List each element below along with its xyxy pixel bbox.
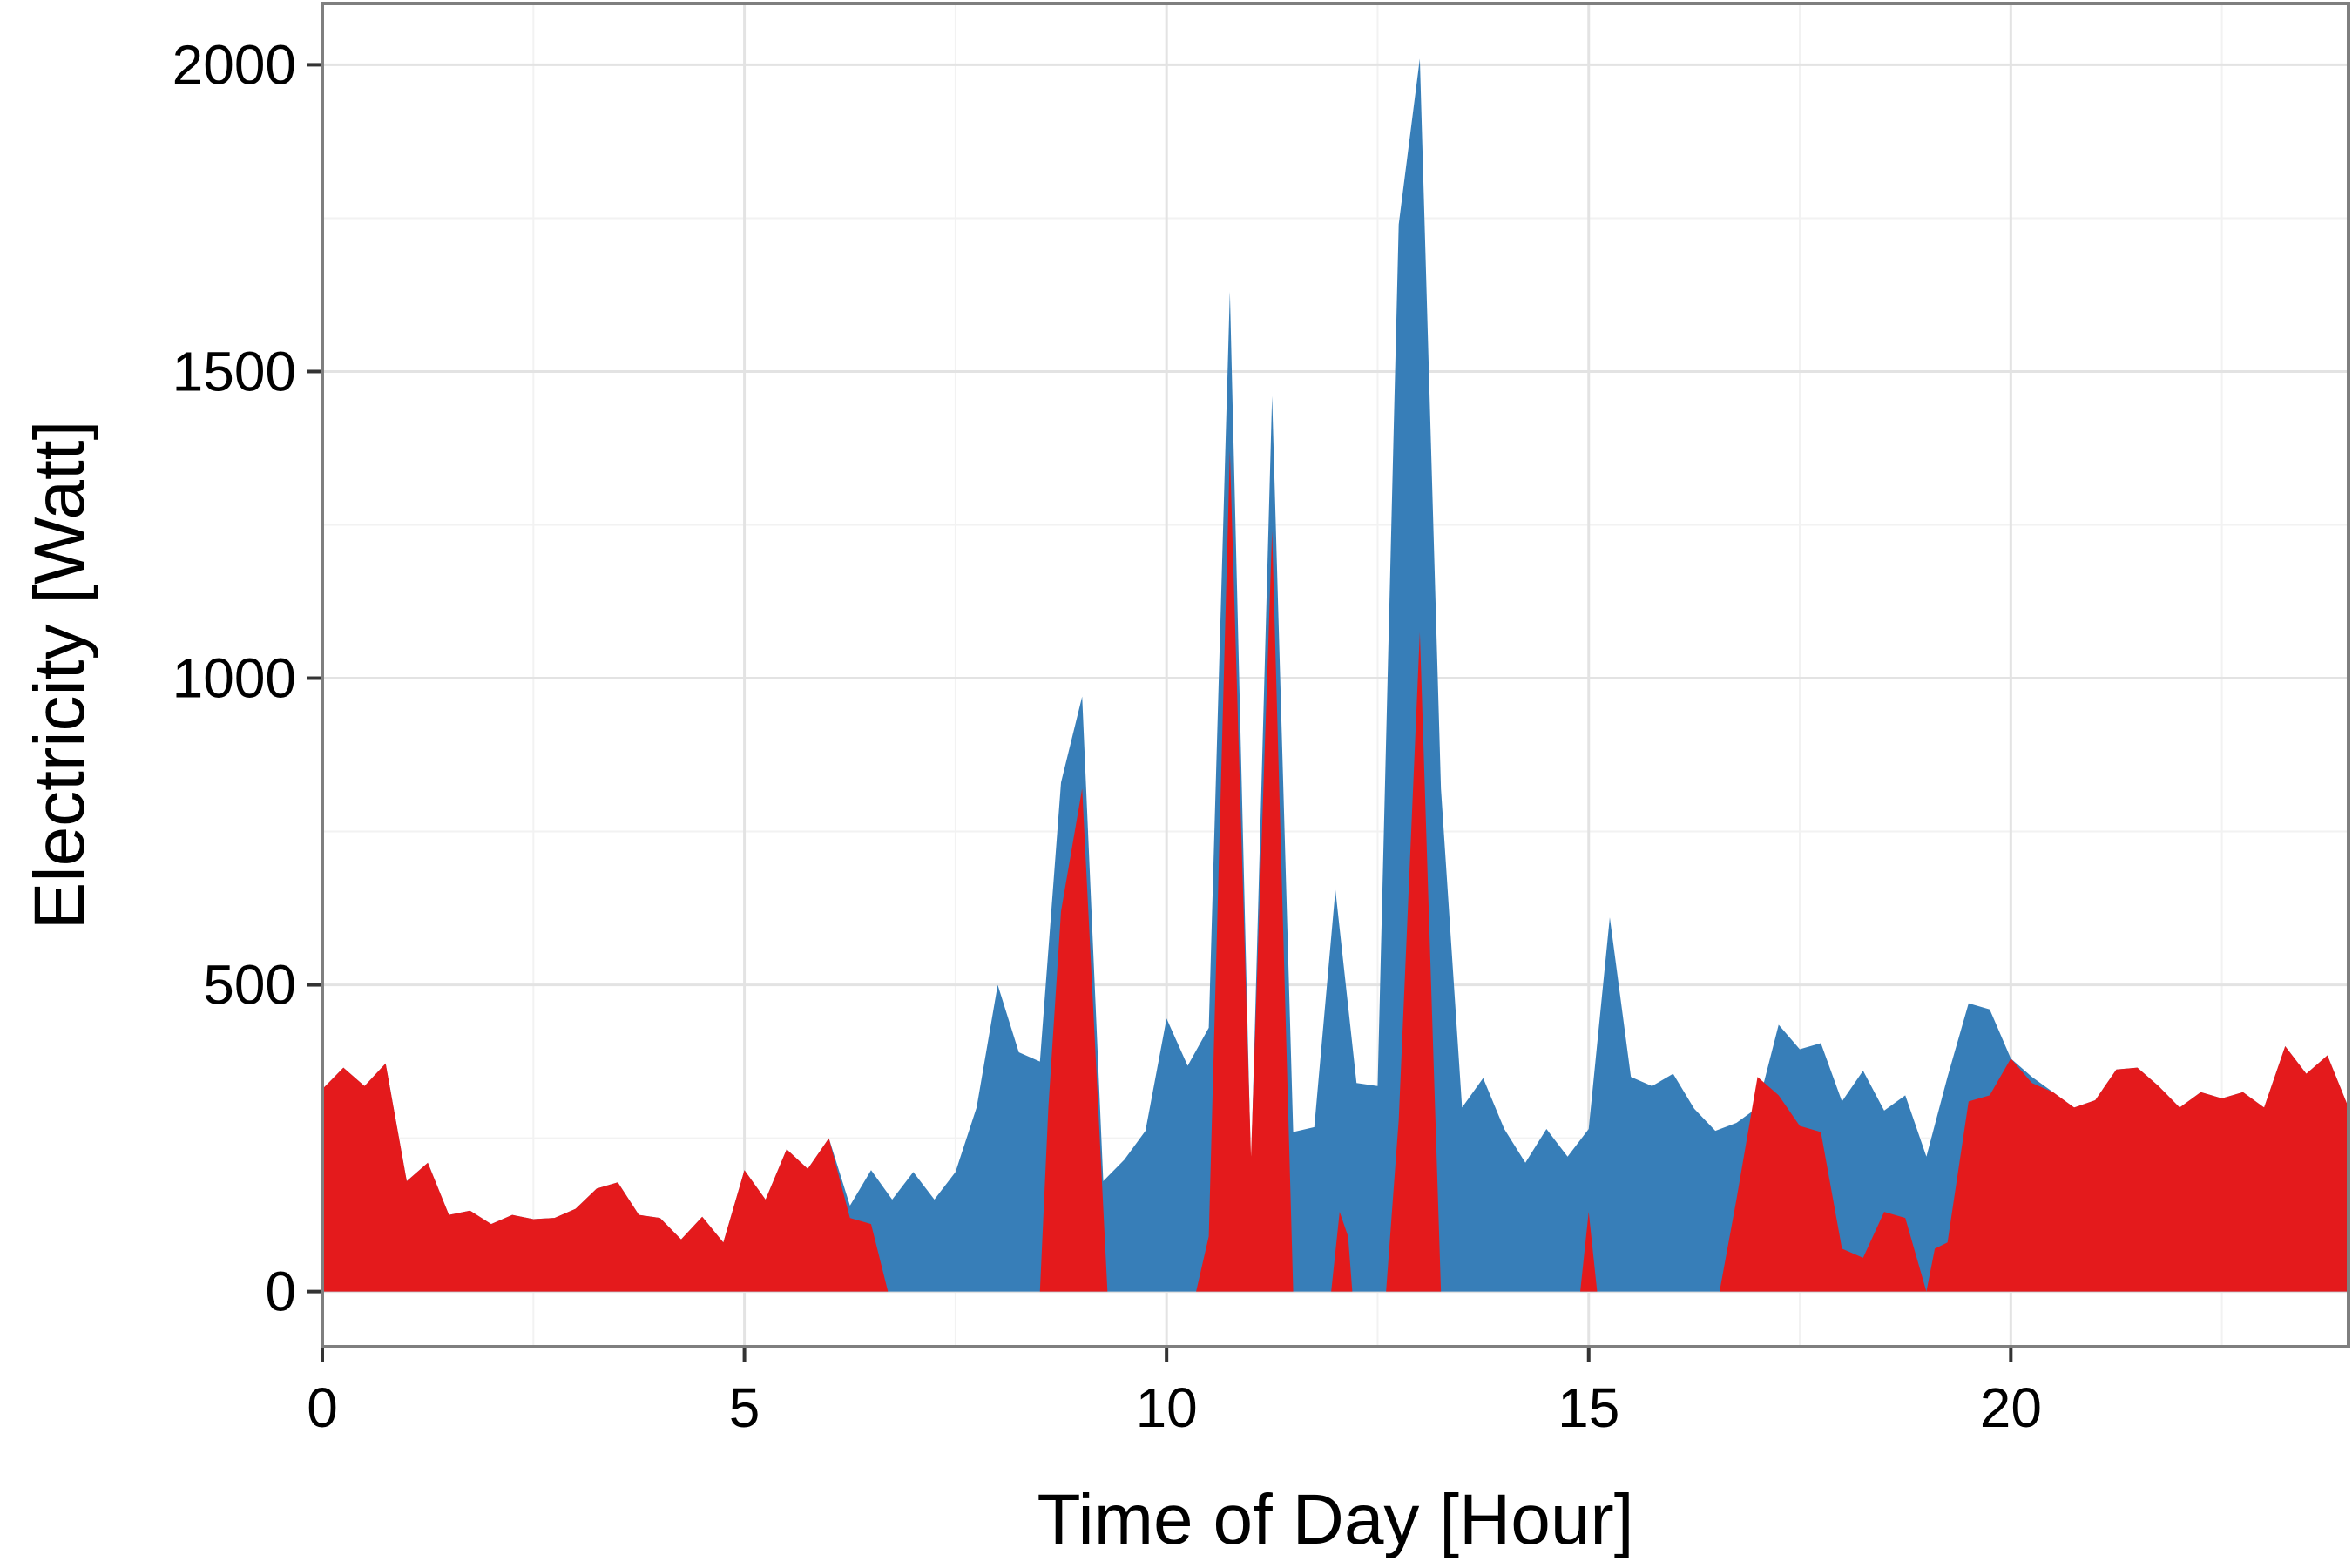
x-tick-label: 0: [307, 1376, 338, 1439]
y-axis-title: Electricity [Watt]: [20, 421, 99, 930]
y-tick-label: 2000: [172, 33, 296, 96]
x-axis-ticks: 0 5 10 15 20: [307, 1348, 2042, 1439]
x-axis-title: Time of Day [Hour]: [1037, 1480, 1633, 1559]
x-tick-label: 20: [1980, 1376, 2042, 1439]
plot-panel-border: [321, 2, 2350, 1348]
y-tick-label: 0: [265, 1260, 296, 1323]
area-series-2: [322, 451, 2349, 1292]
data-areas: [322, 58, 2349, 1292]
y-tick-label: 1500: [172, 340, 296, 402]
y-axis-ticks: 0 500 1000 1500 2000: [172, 33, 321, 1323]
x-tick-label: 15: [1558, 1376, 1619, 1439]
x-tick-label: 5: [729, 1376, 760, 1439]
x-tick-label: 10: [1136, 1376, 1198, 1439]
y-tick-label: 500: [203, 954, 296, 1017]
y-tick-label: 1000: [172, 647, 296, 710]
